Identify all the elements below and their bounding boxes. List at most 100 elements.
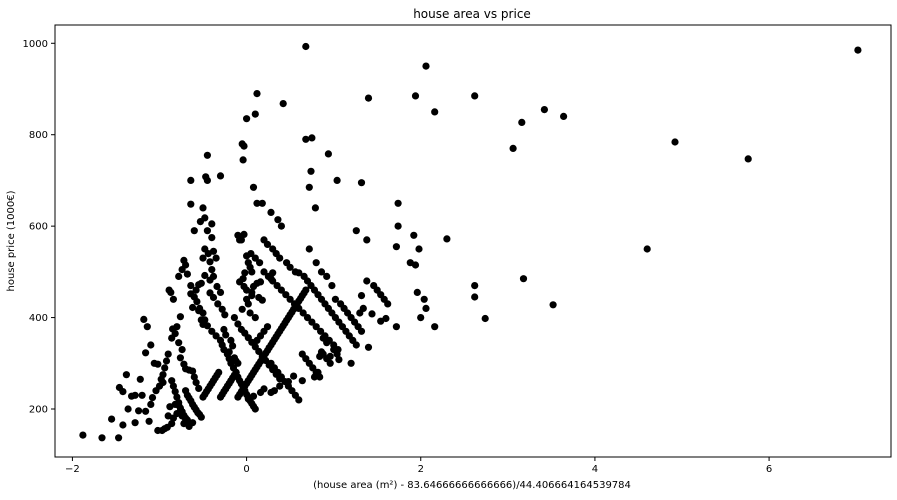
data-point (187, 200, 195, 208)
data-point (199, 254, 207, 262)
y-tick-label: 600 (29, 222, 48, 233)
data-point (431, 323, 439, 331)
data-point (357, 292, 366, 300)
data-point (108, 415, 116, 423)
data-point (347, 359, 355, 367)
data-point (189, 303, 197, 312)
y-tick-label: 400 (29, 313, 48, 324)
data-point (316, 352, 324, 360)
data-point (671, 138, 679, 146)
data-point (143, 323, 151, 331)
data-point (131, 419, 139, 427)
data-point (193, 298, 201, 306)
data-point (279, 100, 287, 108)
data-point (364, 343, 373, 351)
data-point (197, 279, 205, 287)
data-point (415, 245, 423, 253)
data-point (357, 327, 366, 335)
data-point (357, 179, 366, 187)
data-point (192, 286, 200, 294)
data-point (854, 46, 862, 54)
data-point (267, 208, 275, 216)
data-point (276, 382, 284, 390)
data-point (192, 378, 200, 387)
data-point (187, 282, 195, 290)
chart-title: house area vs price (413, 7, 531, 21)
data-point (308, 318, 316, 326)
data-point (518, 118, 526, 126)
data-point (308, 134, 316, 142)
data-point (305, 245, 313, 253)
x-tick-label: 6 (766, 464, 772, 475)
x-tick-label: 2 (418, 464, 424, 475)
data-point (175, 399, 183, 407)
data-point (422, 62, 430, 70)
data-point (147, 341, 155, 349)
data-point (142, 407, 150, 415)
data-point (540, 106, 549, 114)
data-point (377, 317, 385, 325)
data-point (286, 263, 294, 271)
data-point (244, 300, 252, 308)
data-point (471, 282, 479, 290)
y-tick-label: 800 (29, 130, 48, 141)
data-point (119, 421, 127, 429)
data-point (216, 172, 225, 180)
data-point (197, 413, 205, 421)
data-point (249, 282, 258, 291)
data-point (352, 341, 360, 349)
data-point (135, 407, 143, 415)
data-point (243, 115, 251, 123)
data-point (422, 304, 430, 312)
y-tick-label: 1000 (23, 39, 48, 50)
data-point (251, 254, 259, 262)
data-point (384, 300, 392, 308)
data-point (201, 214, 209, 222)
data-point (302, 42, 310, 51)
data-point (363, 277, 371, 285)
data-point (295, 396, 303, 404)
data-point (145, 417, 153, 425)
data-point (169, 295, 177, 303)
data-point (267, 275, 275, 283)
data-point (138, 391, 146, 399)
data-point (295, 269, 303, 277)
data-point (240, 142, 248, 150)
data-point (241, 269, 249, 277)
data-point (258, 199, 266, 207)
data-point (267, 388, 275, 397)
data-point (208, 266, 216, 274)
data-point (175, 272, 183, 280)
data-point (364, 94, 373, 102)
data-point (148, 394, 157, 402)
y-axis-label: house price (1000€) (6, 190, 17, 291)
data-point (215, 368, 223, 376)
data-point (443, 235, 451, 243)
data-point (239, 156, 247, 164)
points-layer (79, 42, 862, 442)
data-point (411, 261, 420, 269)
data-point (152, 387, 160, 395)
data-point (209, 293, 218, 302)
data-point (189, 367, 197, 375)
y-tick-label: 200 (29, 405, 48, 416)
data-point (229, 342, 237, 350)
data-point (331, 295, 339, 303)
data-point (164, 350, 172, 358)
data-point (323, 272, 331, 280)
data-point (253, 199, 261, 207)
data-point (176, 313, 184, 321)
data-point (236, 278, 244, 286)
data-point (234, 359, 242, 367)
data-point (222, 331, 230, 339)
data-point (142, 349, 150, 357)
data-point (246, 309, 254, 317)
data-point (115, 434, 123, 442)
data-point (284, 378, 292, 386)
data-point (244, 395, 252, 403)
data-point (420, 295, 428, 303)
data-point (147, 400, 155, 408)
data-point (199, 204, 207, 212)
data-point (324, 150, 332, 158)
